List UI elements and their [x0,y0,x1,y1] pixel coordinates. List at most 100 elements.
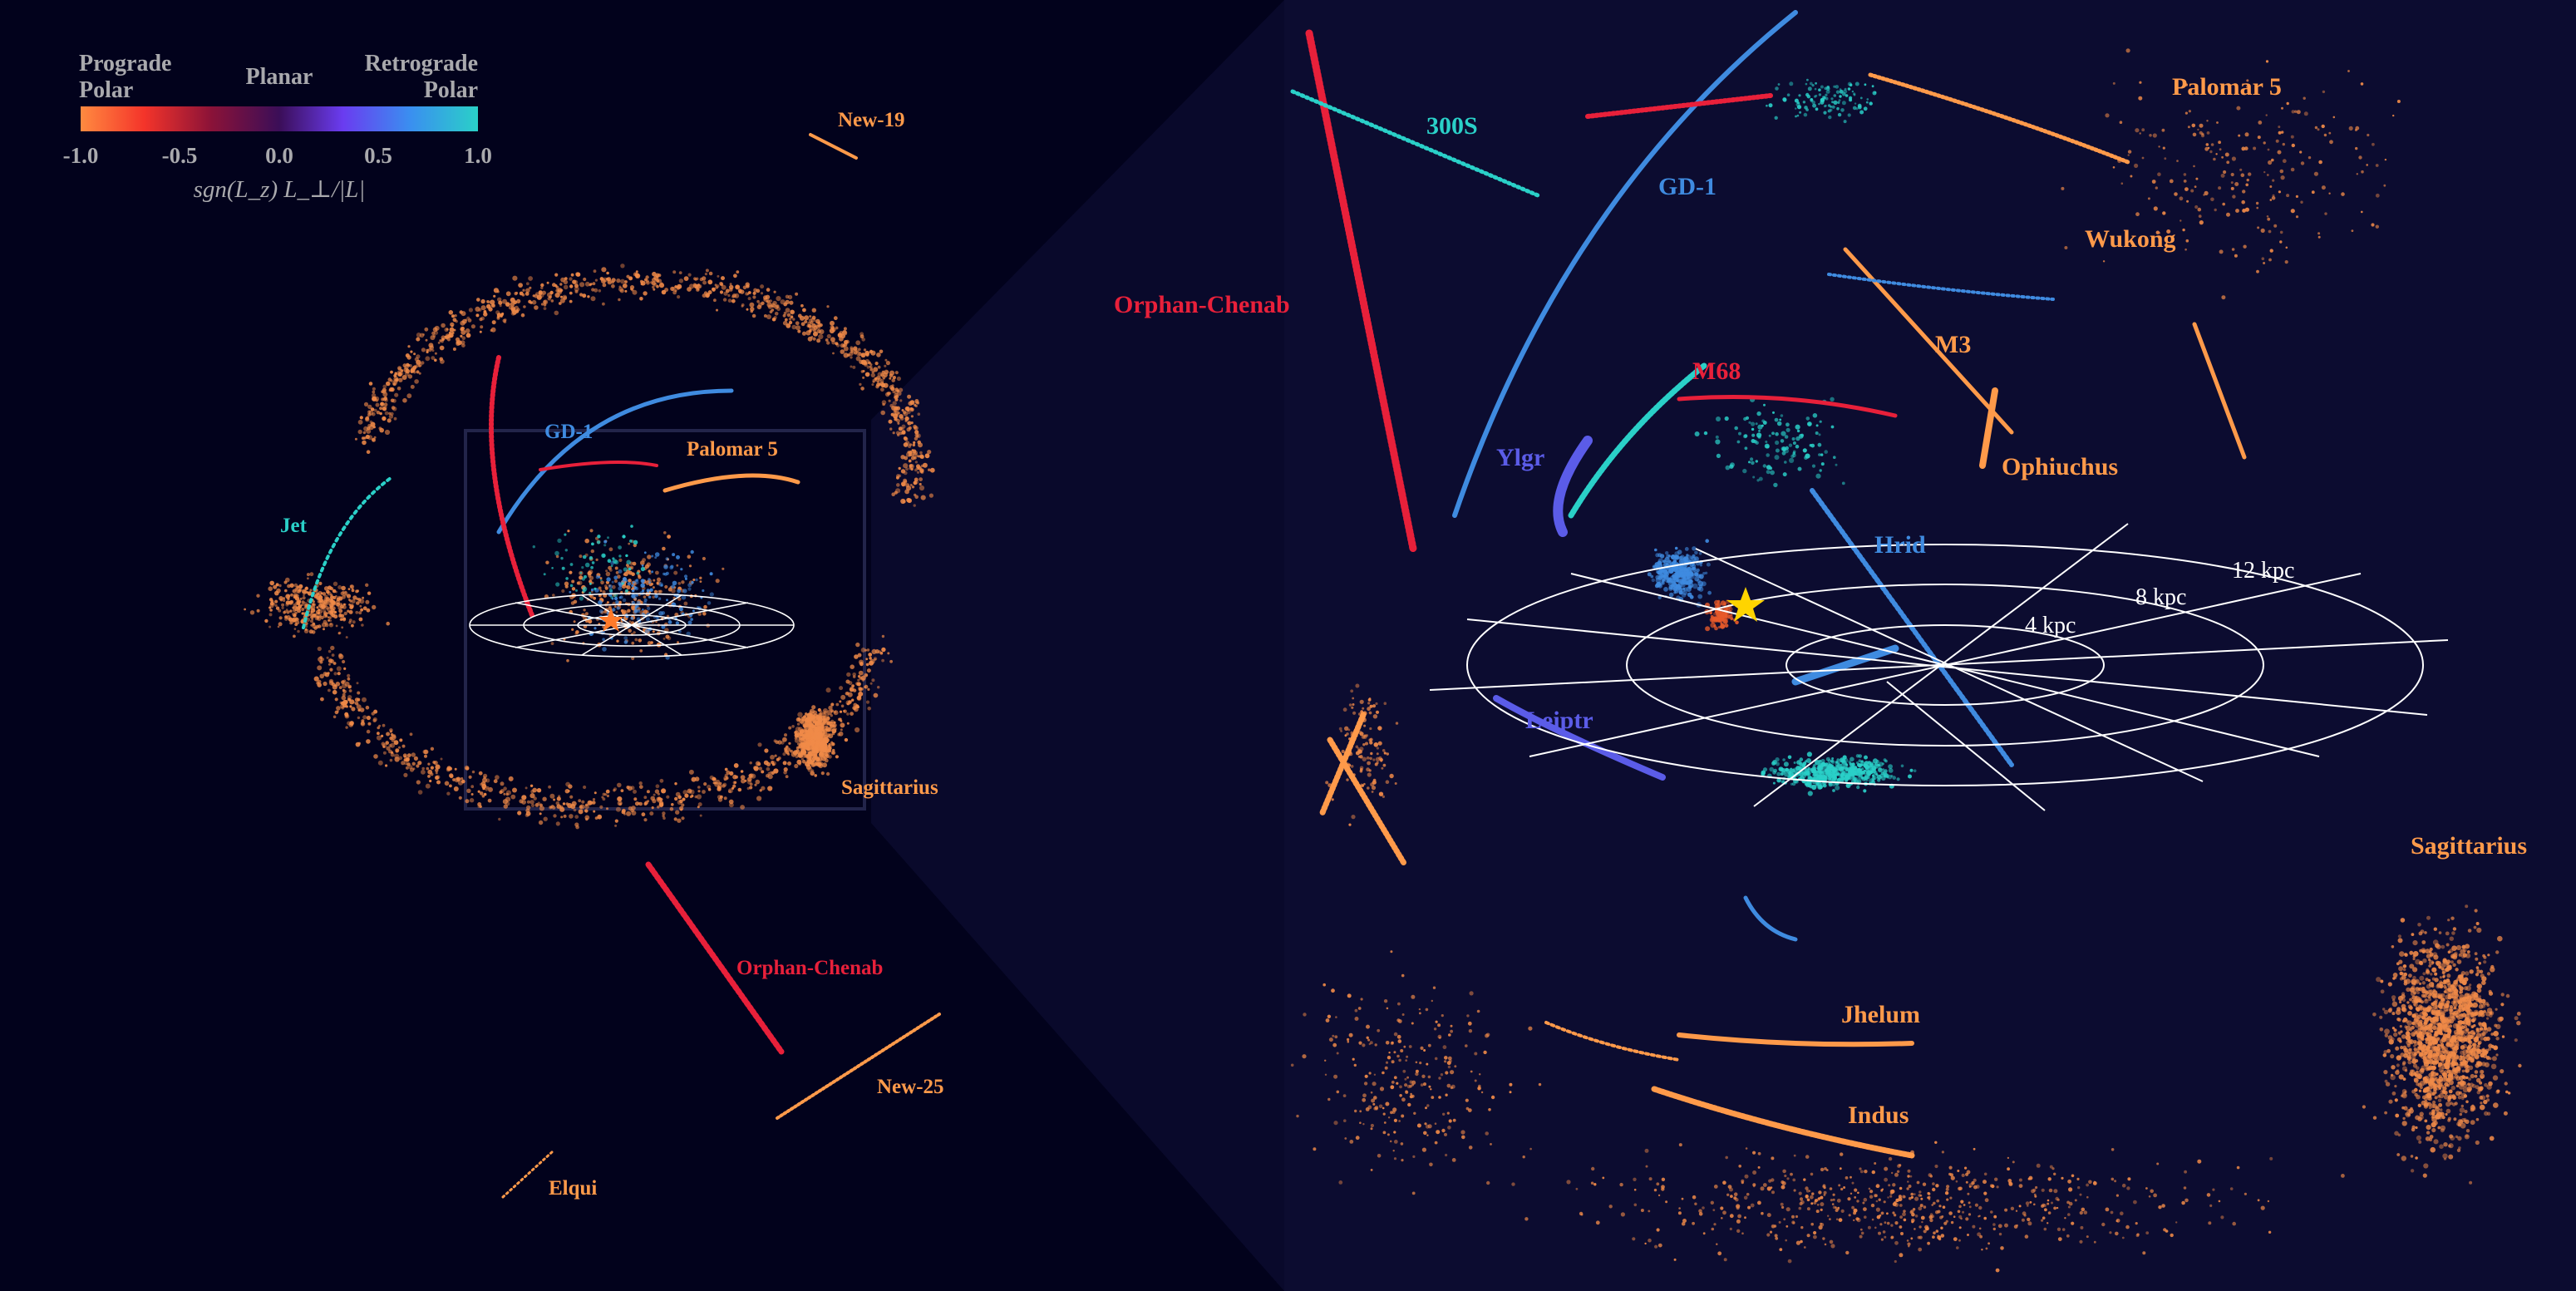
particle [284,617,288,621]
particle [839,710,843,713]
particle [575,630,579,634]
particle [491,320,496,325]
particle [525,282,529,286]
particle [598,600,603,605]
particle [2462,996,2466,1001]
particle [529,800,534,805]
particle [421,769,426,775]
particle [626,811,632,816]
particle [589,579,593,584]
particle [2387,982,2392,987]
particle [2453,1030,2458,1035]
particle [1869,762,1874,768]
particle [555,801,560,806]
particle [818,333,824,340]
particle [344,712,349,717]
particle [2465,1063,2469,1068]
particle [2480,973,2485,978]
particle [2504,1082,2508,1086]
particle [1671,587,1674,590]
particle [528,299,531,303]
particle [2453,1117,2457,1121]
particle [664,584,668,589]
particle [689,790,692,793]
particle [323,628,325,631]
particle [844,737,849,742]
particle [357,429,362,435]
right-teal-band [1761,751,1917,796]
particle [384,411,389,416]
particle [373,754,378,759]
particle [592,282,596,286]
particle [659,778,664,783]
particle [459,310,463,314]
particle [777,740,782,745]
particle [709,592,714,597]
particle [647,606,651,611]
particle [543,573,546,576]
particle [2479,1081,2483,1085]
particle [2483,960,2487,964]
particle [643,796,648,800]
particle [813,331,818,337]
particle [1859,771,1863,774]
particle [840,704,845,708]
particle [607,279,613,285]
particle [611,580,614,584]
particle [601,267,607,273]
particle [908,401,913,407]
particle [723,796,727,801]
particle [1799,761,1803,766]
particle [329,623,332,625]
right-blue-blob [1647,539,1712,608]
particle [1822,783,1827,788]
particle [1683,567,1688,572]
particle [328,663,331,666]
particle [2493,1102,2499,1108]
particle [892,401,897,406]
particle [1865,771,1872,776]
particle [1674,546,1678,550]
particle [2384,1028,2390,1035]
particle [639,279,643,283]
particle [852,706,857,711]
particle [2433,1000,2438,1005]
particle [717,274,720,278]
particle [376,735,382,741]
particle [773,290,776,293]
particle [330,645,335,651]
particle [461,318,467,324]
particle [456,776,461,781]
particle [662,816,666,820]
particle [2415,1126,2418,1130]
particle [372,426,376,429]
particle [2439,1011,2445,1018]
particle [1672,559,1677,564]
particle [401,761,406,766]
particle [377,732,380,736]
particle [348,689,352,692]
particle [690,549,694,554]
particle [2476,1044,2480,1048]
particle [591,581,594,584]
particle [479,791,484,796]
particle [595,558,598,562]
particle [384,406,387,409]
particle [301,600,305,604]
particle [269,580,275,586]
particle [669,565,674,570]
particle [892,376,896,380]
particle [920,470,924,475]
particle [485,778,490,783]
particle [896,376,901,382]
particle [2388,1099,2393,1104]
particle [812,759,815,763]
particle [550,299,554,303]
particle [771,304,774,308]
particle [290,593,293,597]
particle [553,814,557,818]
particle [831,751,836,755]
particle [1885,774,1889,778]
particle [525,813,529,817]
particle [505,792,509,796]
